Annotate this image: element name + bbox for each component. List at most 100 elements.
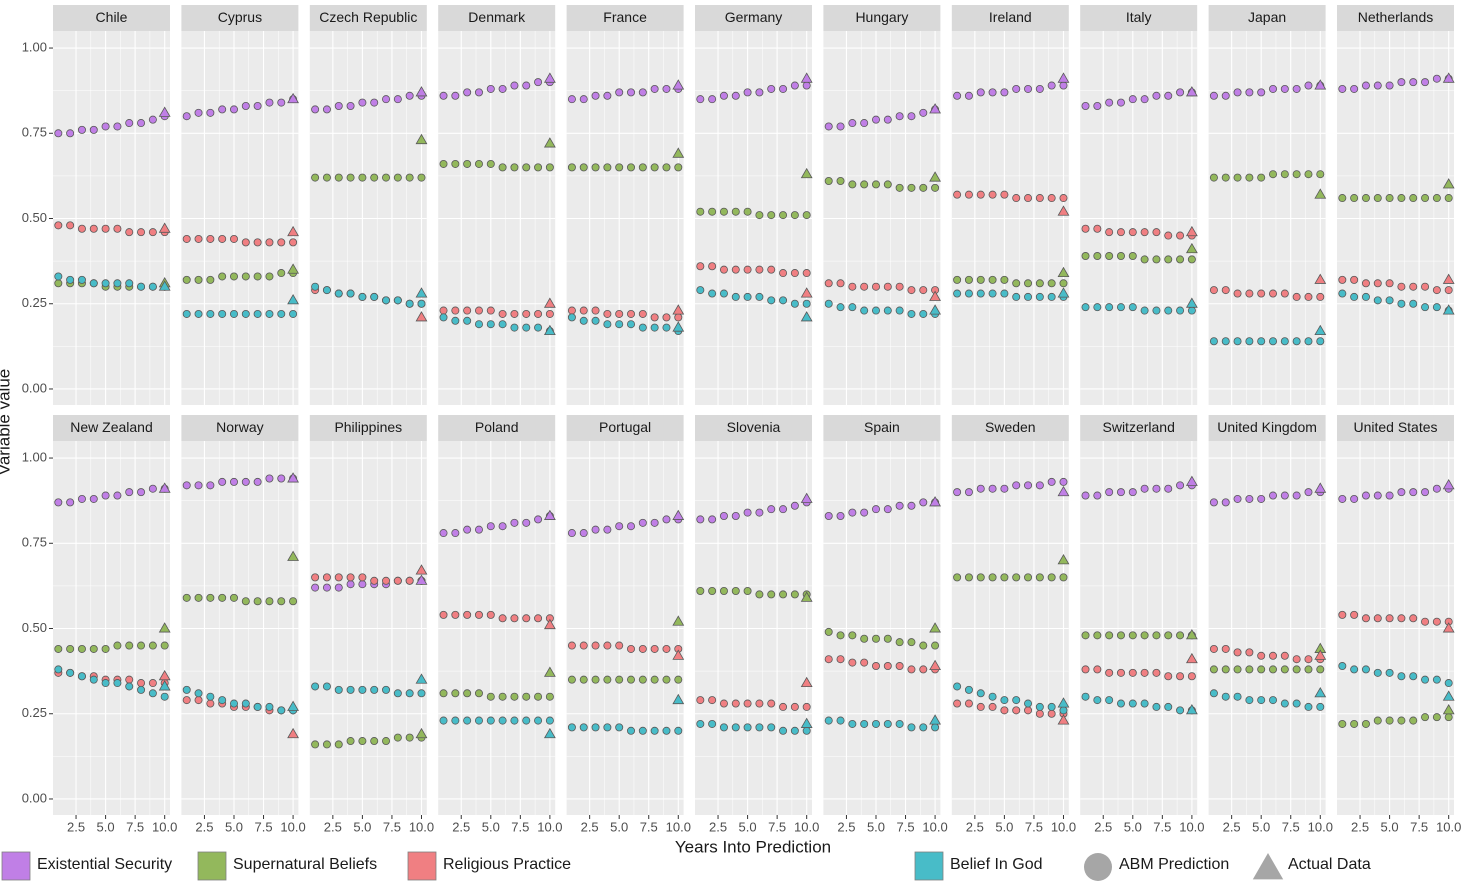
prediction-point — [253, 102, 262, 111]
x-tick-label: 2.5 — [452, 819, 470, 834]
prediction-point — [615, 723, 624, 732]
prediction-point — [182, 685, 191, 694]
x-tick-label: 5.0 — [97, 819, 115, 834]
prediction-point — [311, 583, 320, 592]
prediction-point — [976, 702, 985, 711]
prediction-point — [66, 668, 75, 677]
prediction-point — [1233, 88, 1242, 97]
y-tick-label: 0.25 — [22, 295, 47, 310]
prediction-point — [1000, 190, 1009, 199]
prediction-point — [1245, 289, 1254, 298]
prediction-point — [148, 282, 157, 291]
prediction-point — [451, 91, 460, 100]
prediction-point — [463, 716, 472, 725]
prediction-point — [125, 488, 134, 497]
strip-background — [181, 415, 299, 441]
prediction-point — [265, 309, 274, 318]
actual-point — [543, 727, 556, 739]
prediction-point — [567, 95, 576, 104]
prediction-point — [1176, 255, 1185, 264]
prediction-point — [229, 477, 238, 486]
prediction-point — [1093, 303, 1102, 312]
prediction-point — [148, 641, 157, 650]
prediction-point — [474, 159, 483, 168]
prediction-point — [1338, 610, 1347, 619]
prediction-point — [1432, 74, 1441, 83]
prediction-point — [218, 105, 227, 114]
strip-label: Czech Republic — [319, 9, 417, 25]
prediction-point — [439, 689, 448, 698]
prediction-point — [1350, 84, 1359, 93]
prediction-point — [860, 634, 869, 643]
prediction-point — [1385, 296, 1394, 305]
actual-point — [1442, 304, 1455, 315]
prediction-point — [1059, 573, 1068, 582]
prediction-point — [650, 313, 659, 322]
prediction-point — [346, 737, 355, 746]
x-tick-label: 5.0 — [1381, 819, 1399, 834]
prediction-point — [474, 88, 483, 97]
actual-point — [287, 472, 299, 483]
prediction-point — [358, 173, 367, 182]
prediction-point — [463, 316, 472, 325]
prediction-point — [439, 306, 448, 315]
strip-background — [566, 5, 684, 31]
prediction-point — [767, 723, 776, 732]
prediction-point — [860, 658, 869, 667]
prediction-point — [767, 590, 776, 599]
strip-label: Chile — [96, 9, 128, 25]
prediction-point — [731, 723, 740, 732]
x-tick-label: 2.5 — [1094, 819, 1112, 834]
prediction-point — [439, 610, 448, 619]
prediction-point — [1373, 279, 1382, 288]
prediction-point — [931, 641, 940, 650]
prediction-point — [382, 95, 391, 104]
strip-label: United States — [1353, 419, 1437, 435]
prediction-point — [334, 583, 343, 592]
prediction-point — [1128, 95, 1137, 104]
prediction-point — [265, 702, 274, 711]
prediction-point — [1245, 173, 1254, 182]
prediction-point — [1035, 702, 1044, 711]
prediction-point — [1000, 88, 1009, 97]
prediction-point — [907, 501, 916, 510]
prediction-point — [89, 224, 98, 233]
prediction-point — [1292, 655, 1301, 664]
prediction-point — [907, 309, 916, 318]
prediction-point — [510, 163, 519, 172]
actual-point — [158, 669, 171, 681]
prediction-point — [182, 234, 191, 243]
prediction-point — [1024, 194, 1033, 203]
prediction-point — [382, 296, 391, 305]
prediction-point — [289, 309, 298, 318]
prediction-point — [1035, 481, 1044, 490]
legend-key — [407, 851, 437, 881]
prediction-point — [1035, 573, 1044, 582]
strip-label: Netherlands — [1358, 9, 1434, 25]
x-tick-label: 5.0 — [1124, 819, 1142, 834]
prediction-point — [1421, 282, 1430, 291]
prediction-point — [277, 474, 286, 483]
prediction-point — [1245, 337, 1254, 346]
prediction-point — [382, 737, 391, 746]
prediction-point — [1257, 651, 1266, 660]
prediction-point — [1140, 631, 1149, 640]
prediction-point — [334, 740, 343, 749]
prediction-point — [1081, 252, 1090, 261]
prediction-point — [1209, 644, 1218, 653]
strip-background — [1080, 415, 1198, 441]
actual-point — [800, 72, 813, 83]
prediction-point — [696, 696, 705, 705]
prediction-point — [89, 675, 98, 684]
actual-point — [415, 287, 428, 298]
prediction-point — [964, 573, 973, 582]
prediction-point — [486, 84, 495, 93]
prediction-point — [591, 306, 600, 315]
prediction-point — [253, 597, 262, 606]
prediction-point — [1059, 477, 1068, 486]
x-tick-label: 7.5 — [1153, 819, 1171, 834]
prediction-point — [510, 81, 519, 90]
strip-background — [695, 5, 812, 31]
prediction-point — [194, 593, 203, 602]
prediction-point — [802, 269, 811, 278]
